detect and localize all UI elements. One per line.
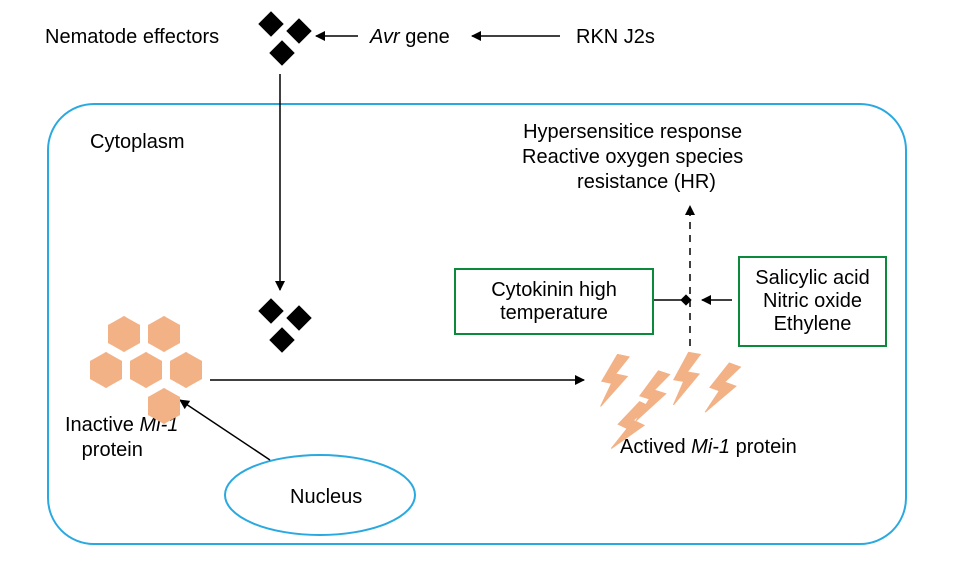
- label-rkn: RKN J2s: [576, 25, 655, 50]
- lightning-bolt-icon: [699, 359, 746, 421]
- box-cytokinin-text: Cytokinin high temperature: [456, 279, 652, 325]
- diamond-icon: [269, 327, 294, 352]
- diamond-icon: [258, 298, 283, 323]
- hexagon-icon: [130, 352, 162, 388]
- label-actived-protein: Actived Mi-1 protein: [620, 435, 797, 460]
- diamond-icon: [286, 18, 311, 43]
- diagram-stage: Nematode effectors Avr gene RKN J2s Cyto…: [0, 0, 959, 568]
- box-salicylic-etc: Salicylic acid Nitric oxide Ethylene: [738, 256, 887, 347]
- hexagon-icon: [108, 316, 140, 352]
- lightning-bolt-icon: [667, 350, 706, 409]
- diamond-icon: [269, 40, 294, 65]
- label-hypersensitive-response: Hypersensitice responseReactive oxygen s…: [522, 120, 743, 195]
- label-cytoplasm: Cytoplasm: [90, 130, 184, 155]
- hexagon-icon: [170, 352, 202, 388]
- box-salicylic-text: Salicylic acid Nitric oxide Ethylene: [740, 267, 885, 336]
- hexagon-icon: [90, 352, 122, 388]
- label-nematode-effectors: Nematode effectors: [45, 25, 219, 50]
- box-cytokinin-high-temp: Cytokinin high temperature: [454, 268, 654, 335]
- hexagon-icon: [148, 316, 180, 352]
- label-nucleus: Nucleus: [290, 485, 362, 510]
- label-avr-gene-html: Avr gene: [370, 25, 450, 50]
- diamond-icon: [258, 11, 283, 36]
- diamond-icon: [286, 305, 311, 330]
- arrow-nucleus-to-inactive: [180, 400, 270, 460]
